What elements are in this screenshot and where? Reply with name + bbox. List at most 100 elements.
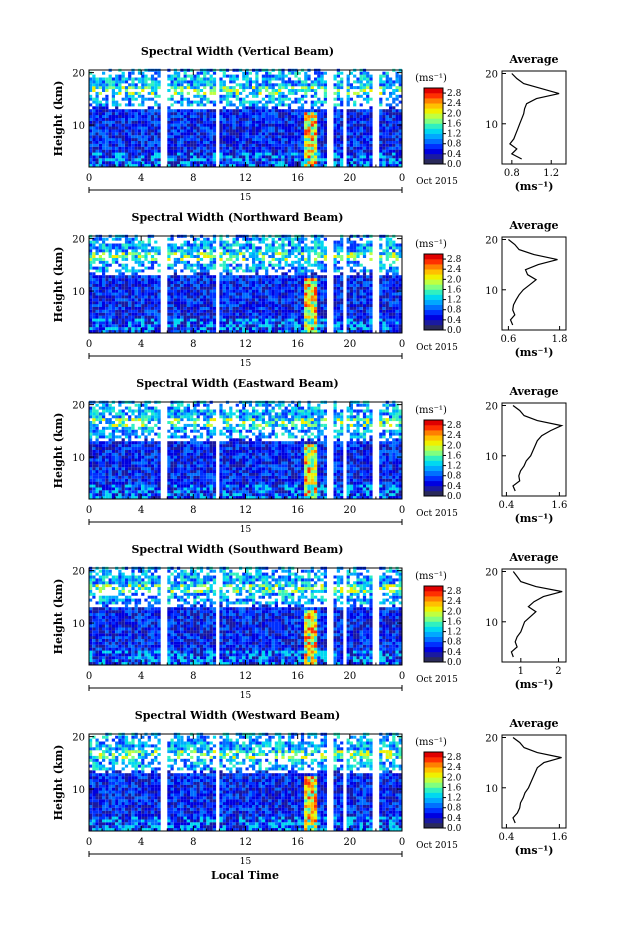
colorbar-unit: (ms⁻¹): [415, 73, 447, 84]
heatmap-cell: [98, 117, 102, 121]
heatmap-cell: [317, 309, 321, 313]
heatmap-cell: [180, 83, 184, 87]
heatmap-cell: [395, 126, 399, 130]
heatmap-cell: [173, 135, 177, 139]
heatmap-cell: [170, 94, 174, 98]
heatmap-cell: [284, 138, 288, 141]
heatmap-cell: [362, 109, 367, 113]
heatmap-cell: [154, 295, 158, 299]
x-tick-label: 16: [291, 173, 304, 184]
heatmap-cell: [274, 321, 278, 325]
heatmap-cell: [232, 286, 236, 290]
heatmap-cell: [297, 312, 301, 316]
heatmap-cell: [206, 266, 210, 270]
heatmap-cell: [314, 330, 318, 333]
heatmap-cell: [398, 132, 402, 136]
heatmap-cell: [389, 135, 393, 139]
heatmap-cell: [304, 86, 308, 90]
heatmap-cell: [186, 83, 190, 87]
heatmap-cell: [232, 89, 236, 92]
heatmap-cell: [232, 289, 236, 293]
heatmap-cell: [206, 289, 210, 293]
heatmap-cell: [144, 252, 148, 256]
heatmap-cell: [196, 315, 200, 319]
heatmap-cell: [128, 126, 132, 130]
heatmap-cell: [258, 123, 262, 127]
heatmap-cell: [252, 140, 256, 144]
heatmap-cell: [359, 295, 363, 299]
heatmap-cell: [124, 161, 129, 165]
heatmap-cell: [180, 100, 184, 104]
heatmap-cell: [235, 161, 239, 165]
heatmap-cell: [150, 275, 155, 279]
heatmap-cell: [118, 286, 122, 290]
heatmap-cell: [209, 266, 213, 270]
heatmap-cell: [317, 237, 321, 241]
heatmap-cell: [336, 71, 340, 75]
heatmap-cell: [297, 123, 301, 127]
heatmap-cell: [167, 315, 171, 319]
heatmap-cell: [206, 315, 210, 319]
heatmap-cell: [199, 89, 204, 92]
heatmap-cell: [141, 74, 145, 78]
heatmap-cell: [173, 306, 177, 310]
heatmap-cell: [102, 309, 106, 313]
heatmap-cell: [144, 255, 148, 258]
heatmap-cell: [245, 132, 249, 136]
heatmap-cell: [177, 152, 181, 156]
heatmap-cell: [346, 126, 350, 130]
heatmap-cell: [248, 164, 252, 167]
heatmap-cell: [167, 106, 171, 110]
heatmap-cell: [144, 312, 148, 316]
heatmap-cell: [219, 315, 223, 319]
heatmap-cell: [209, 80, 213, 84]
heatmap-cell: [105, 83, 109, 87]
heatmap-cell: [336, 312, 340, 316]
heatmap-cell: [186, 240, 190, 244]
heatmap-cell: [317, 327, 321, 331]
colorbar-swatch: [424, 133, 443, 139]
heatmap-cell: [340, 304, 344, 307]
heatmap-cell: [225, 155, 230, 159]
heatmap-cell: [147, 83, 151, 87]
heatmap-cell: [239, 103, 243, 107]
heatmap-cell: [274, 77, 278, 81]
heatmap-cell: [222, 266, 226, 270]
heatmap-cell: [105, 260, 109, 264]
heatmap-cell: [219, 164, 223, 167]
heatmap-cell: [255, 246, 259, 250]
heatmap-cell: [150, 278, 155, 282]
heatmap-cell: [147, 324, 151, 328]
heatmap-cell: [356, 312, 360, 316]
heatmap-cell: [95, 126, 99, 130]
heatmap-cell: [362, 309, 367, 313]
heatmap-cell: [349, 164, 353, 167]
heatmap-cell: [121, 132, 125, 136]
heatmap-cell: [310, 324, 314, 328]
heatmap-cell: [359, 304, 363, 307]
heatmap-cell: [274, 91, 278, 95]
heatmap-cell: [242, 112, 246, 116]
heatmap-cell: [141, 138, 145, 141]
heatmap-cell: [336, 243, 340, 247]
heatmap-cell: [229, 252, 233, 256]
heatmap-cell: [317, 106, 321, 110]
heatmap-cell: [232, 255, 236, 258]
heatmap-cell: [102, 283, 106, 287]
heatmap-cell: [108, 117, 112, 121]
heatmap-cell: [261, 304, 265, 307]
heatmap-cell: [255, 100, 259, 104]
heatmap-cell: [265, 246, 269, 250]
heatmap-cell: [124, 281, 129, 284]
heatmap-cell: [212, 100, 217, 104]
heatmap-cell: [304, 312, 308, 316]
heatmap-cell: [193, 272, 197, 276]
heatmap-cell: [144, 117, 148, 121]
heatmap-cell: [255, 286, 259, 290]
heatmap-cell: [261, 295, 265, 299]
heatmap-cell: [128, 243, 132, 247]
heatmap-cell: [255, 91, 259, 95]
heatmap-cell: [206, 252, 210, 256]
heatmap-cell: [173, 249, 177, 253]
heatmap-cell: [154, 324, 158, 328]
